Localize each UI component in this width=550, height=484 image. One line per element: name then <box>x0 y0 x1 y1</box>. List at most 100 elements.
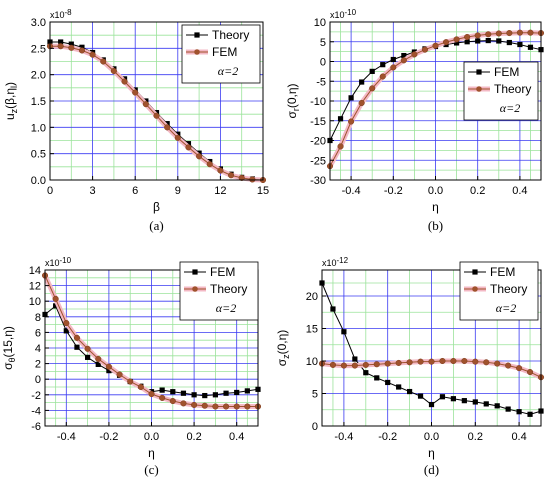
y-tick-label: -5 <box>316 76 326 88</box>
x-tick-label: -0.4 <box>342 185 361 197</box>
y-tick-label: -4 <box>31 405 41 417</box>
chart-panel-2: -0.4 -0.2 0.0 0.2 0.4 -30 -25 -20 -15 -10 -5 0 5 10 x1… <box>285 8 545 233</box>
data-point-circle <box>505 362 512 369</box>
y-tick-label: -10 <box>310 96 326 108</box>
data-point-square <box>170 389 176 395</box>
data-point-circle <box>100 58 107 65</box>
data-point-square <box>439 394 446 400</box>
axis-exponent: x10-10 <box>330 8 357 20</box>
data-point-square <box>516 409 522 415</box>
data-point-square <box>454 40 460 46</box>
y-tick-label: -15 <box>310 116 326 128</box>
x-tick-label: 0 <box>47 185 53 197</box>
y-axis-label: uz(β,ηl) <box>3 82 19 120</box>
y-tick-label: 0.0 <box>31 175 46 187</box>
data-point-circle <box>84 345 91 352</box>
data-point-circle <box>373 361 380 368</box>
data-point-square <box>58 39 64 45</box>
y-tick-label: 5 <box>312 389 318 401</box>
y-tick-label: 15 <box>306 324 318 336</box>
data-point-circle <box>384 360 391 367</box>
y-tick-label: 2.0 <box>31 70 46 82</box>
x-tick-label: 3 <box>90 185 96 197</box>
data-point-circle <box>233 403 240 410</box>
data-point-circle <box>406 359 413 366</box>
data-point-square <box>74 344 80 350</box>
panel-caption: (c) <box>144 462 158 477</box>
data-point-circle <box>443 39 450 46</box>
data-point-square <box>79 44 85 50</box>
data-point-square <box>337 116 344 122</box>
data-point-square <box>494 403 500 409</box>
data-point-square <box>53 303 59 309</box>
data-point-circle <box>527 369 534 376</box>
data-point-square <box>428 401 435 408</box>
data-point-square <box>517 41 523 48</box>
chart-panel-3: -0.4 -0.2 0.0 0.2 0.4 -6 -4 -2 0 2 4 6 8 10 12 14 x10-10… <box>1 256 262 477</box>
data-point-square <box>527 411 533 417</box>
legend-alpha-note: α=2 <box>496 301 516 315</box>
data-point-square <box>330 306 336 312</box>
y-tick-label: -30 <box>310 175 326 187</box>
data-point-circle <box>362 361 369 368</box>
data-point-square <box>106 368 112 374</box>
data-point-circle <box>174 134 181 141</box>
legend-marker-square <box>472 269 478 275</box>
y-tick-label: -6 <box>31 421 41 433</box>
data-point-square <box>417 393 424 399</box>
data-point-square <box>380 62 386 68</box>
x-tick-label: 15 <box>257 185 269 197</box>
series-theory <box>41 272 262 410</box>
y-tick-label: 1.5 <box>31 96 46 108</box>
data-point-square <box>407 388 413 395</box>
panel-caption: (d) <box>424 462 439 477</box>
y-tick-label: 2 <box>35 359 41 371</box>
y-tick-label: 0 <box>320 57 326 69</box>
legend-label: Theory <box>212 28 249 42</box>
data-point-square <box>244 388 250 394</box>
y-tick-label: -25 <box>310 155 326 167</box>
data-point-circle <box>63 319 70 327</box>
data-point-circle <box>358 99 365 107</box>
y-tick-label: 10 <box>29 296 41 308</box>
data-point-circle <box>494 360 501 367</box>
x-tick-label: 0.4 <box>512 185 527 197</box>
data-point-circle <box>485 31 492 38</box>
legend-marker-square <box>476 69 482 75</box>
data-point-square <box>175 131 181 137</box>
data-point-circle <box>95 355 102 362</box>
legend-alpha-note: α=2 <box>216 301 236 315</box>
legend-label: Theory <box>490 282 527 296</box>
data-point-circle <box>206 161 213 168</box>
axis-exponent: x10-12 <box>322 256 349 268</box>
data-point-square <box>63 328 69 334</box>
data-point-circle <box>400 57 407 64</box>
data-point-circle <box>244 403 251 410</box>
x-tick-label: 0.2 <box>186 431 201 443</box>
axis-exponent: x10-8 <box>50 8 72 20</box>
data-point-square <box>68 41 74 47</box>
data-point-circle <box>329 361 337 368</box>
data-point-circle <box>411 51 418 58</box>
data-point-circle <box>132 89 139 96</box>
data-point-circle <box>474 32 481 39</box>
x-tick-label: 0.0 <box>428 185 443 197</box>
data-point-circle <box>52 295 59 302</box>
data-point-square <box>363 370 369 376</box>
y-tick-label: 0.5 <box>31 149 46 161</box>
legend-item: FEM <box>464 265 515 279</box>
data-point-square <box>527 44 534 50</box>
legend: FEM Theory α=2 <box>463 61 539 121</box>
data-point-circle <box>483 359 490 366</box>
data-point-circle <box>461 357 468 365</box>
data-point-circle <box>421 46 429 53</box>
data-point-square <box>234 389 240 396</box>
data-point-circle <box>351 362 358 369</box>
data-point-circle <box>185 144 192 151</box>
data-point-circle <box>238 174 245 181</box>
data-point-circle <box>164 124 171 131</box>
data-point-circle <box>73 334 80 341</box>
data-point-circle <box>379 73 386 80</box>
legend-label: Theory <box>210 282 247 296</box>
